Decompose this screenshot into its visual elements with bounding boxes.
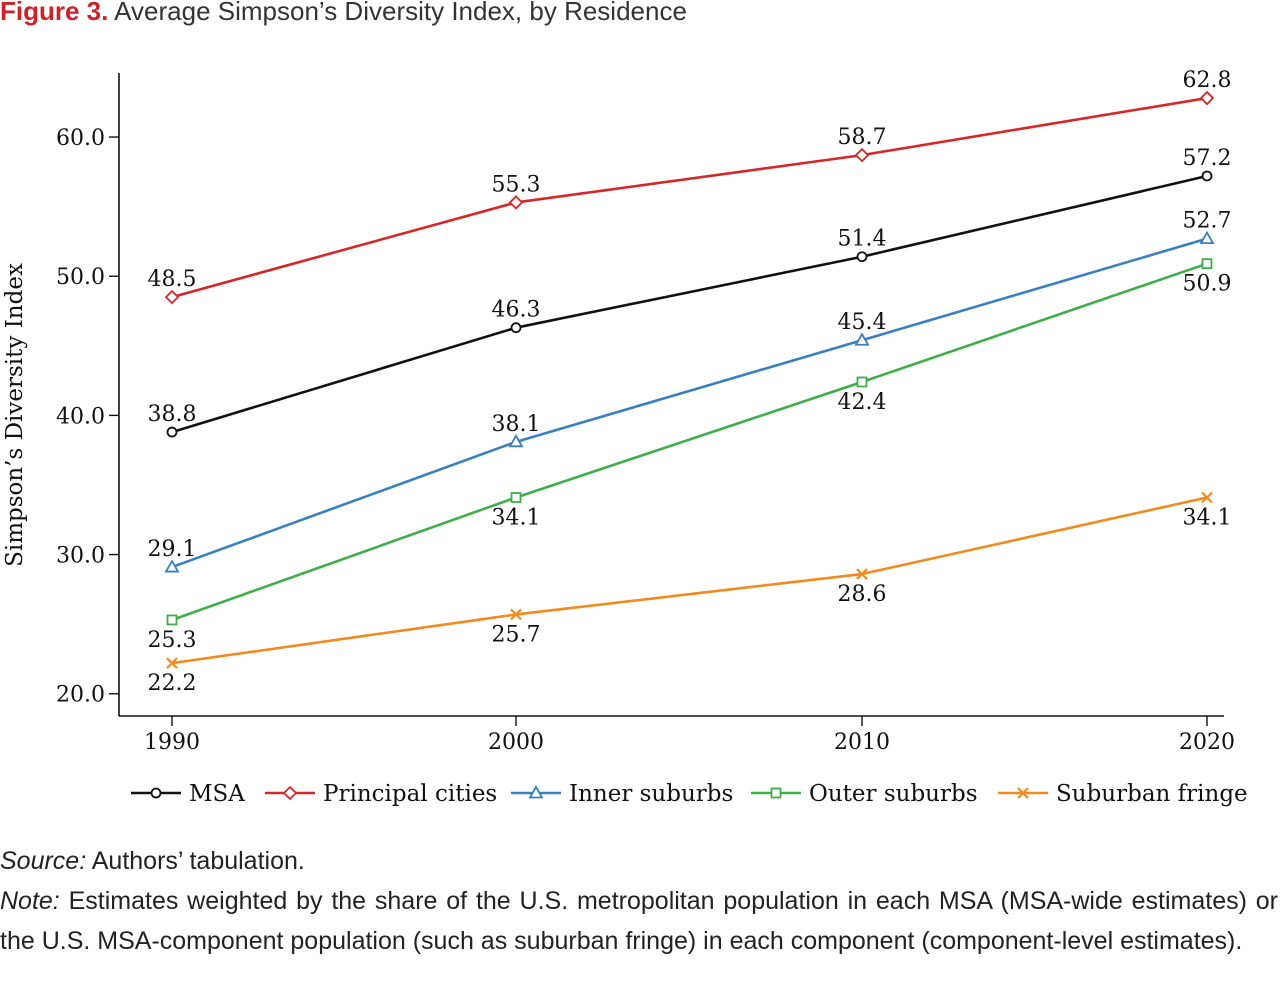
legend-label: MSA xyxy=(189,781,245,807)
chart-legend: MSA Principal cities Inner suburbs Outer su… xyxy=(131,781,1248,807)
legend-swatch-marker xyxy=(150,787,162,799)
data-point-principal-cities xyxy=(854,147,870,163)
y-tick-label: 40.0 xyxy=(56,404,105,429)
data-point-outer-suburbs xyxy=(166,614,178,626)
data-point-suburban-fringe-stroke xyxy=(166,657,178,669)
data-point-msa xyxy=(1201,170,1213,182)
data-point-inner-suburbs xyxy=(854,332,870,346)
data-point-outer-suburbs xyxy=(856,376,868,388)
legend-item-suburban-fringe: Suburban fringe xyxy=(998,781,1248,807)
line-chart: 20.0 30.0 40.0 50.0 60.0 1990 2000 2010 2020 Simp… xyxy=(2,68,1248,807)
legend-label: Outer suburbs xyxy=(809,781,978,807)
series-principal-cities: 48.5 55.3 58.7 62.8 xyxy=(148,68,1232,305)
data-label-suburban-fringe: 34.1 xyxy=(1183,505,1232,530)
data-label-inner-suburbs: 45.4 xyxy=(838,310,887,335)
x-tick-label: 2010 xyxy=(834,730,890,755)
figure-title: Figure 3. Average Simpson’s Diversity In… xyxy=(0,0,687,27)
data-label-suburban-fringe: 22.2 xyxy=(148,671,197,696)
series-line-inner-suburbs xyxy=(171,237,1208,569)
data-label-outer-suburbs: 25.3 xyxy=(148,628,197,653)
series-line-suburban-fringe xyxy=(171,496,1208,665)
data-label-msa: 46.3 xyxy=(492,298,541,323)
data-point-msa xyxy=(856,251,868,263)
data-label-inner-suburbs: 38.1 xyxy=(492,412,541,437)
data-label-inner-suburbs: 52.7 xyxy=(1183,209,1232,234)
data-label-msa: 51.4 xyxy=(838,227,887,252)
source-text: Authors’ tabulation. xyxy=(86,847,305,875)
legend-label: Principal cities xyxy=(323,781,497,807)
x-tick-label: 2000 xyxy=(488,730,544,755)
y-tick-label: 30.0 xyxy=(56,544,105,569)
data-label-principal-cities: 48.5 xyxy=(148,267,197,292)
legend-label: Inner suburbs xyxy=(569,781,733,807)
series-line-outer-suburbs xyxy=(171,262,1208,622)
legend-label: Suburban fringe xyxy=(1056,781,1248,807)
note-text: Estimates weighted by the share of the U… xyxy=(0,887,1278,955)
figure-label: Figure 3. xyxy=(0,0,109,26)
data-point-outer-suburbs xyxy=(1201,258,1213,270)
series-line-msa xyxy=(171,174,1208,434)
data-label-outer-suburbs: 34.1 xyxy=(492,505,541,530)
y-tick-label: 60.0 xyxy=(56,126,105,151)
data-label-principal-cities: 58.7 xyxy=(838,125,887,150)
x-tick-label: 2020 xyxy=(1179,730,1235,755)
data-point-suburban-fringe xyxy=(856,568,868,580)
legend-swatch-marker-stroke xyxy=(1017,787,1029,799)
legend-item-msa: MSA xyxy=(131,781,245,807)
y-axis-label: Simpson’s Diversity Index xyxy=(2,263,28,567)
data-label-outer-suburbs: 50.9 xyxy=(1183,272,1232,297)
data-label-msa: 38.8 xyxy=(148,402,197,427)
series-line-principal-cities xyxy=(171,96,1208,299)
series-msa: 38.8 46.3 51.4 57.2 xyxy=(148,146,1232,438)
figure-title-text: Average Simpson’s Diversity Index, by Re… xyxy=(114,0,687,26)
legend-item-outer-suburbs: Outer suburbs xyxy=(751,781,978,807)
data-point-suburban-fringe xyxy=(166,657,178,669)
series-inner-suburbs: 29.1 38.1 45.4 52.7 xyxy=(148,209,1232,573)
data-label-principal-cities: 62.8 xyxy=(1183,68,1232,93)
data-point-inner-suburbs xyxy=(164,559,180,573)
series-outer-suburbs: 25.3 34.1 42.4 50.9 xyxy=(148,258,1232,653)
data-point-suburban-fringe-stroke xyxy=(1201,491,1213,504)
data-label-principal-cities: 55.3 xyxy=(492,172,541,197)
legend-swatch-marker xyxy=(1017,787,1029,799)
source-label: Source: xyxy=(0,847,87,875)
chart-axes: 20.0 30.0 40.0 50.0 60.0 1990 2000 2010 2020 Simp… xyxy=(2,73,1235,755)
data-label-inner-suburbs: 29.1 xyxy=(148,537,197,562)
legend-item-inner-suburbs: Inner suburbs xyxy=(511,781,733,807)
y-tick-label: 50.0 xyxy=(56,265,105,290)
data-label-suburban-fringe: 25.7 xyxy=(492,622,541,647)
data-point-suburban-fringe-stroke xyxy=(856,568,868,580)
data-point-suburban-fringe-stroke xyxy=(510,608,522,621)
data-point-inner-suburbs xyxy=(508,434,524,448)
data-point-inner-suburbs xyxy=(1199,230,1215,245)
data-label-msa: 57.2 xyxy=(1183,146,1232,171)
legend-item-principal-cities: Principal cities xyxy=(265,781,497,807)
y-tick-label: 20.0 xyxy=(56,683,105,708)
note-label: Note: xyxy=(0,887,60,915)
legend-swatch-marker xyxy=(282,785,298,801)
data-point-suburban-fringe xyxy=(1201,491,1213,504)
data-point-principal-cities xyxy=(508,195,524,210)
series-suburban-fringe: 22.2 25.7 28.6 34.1 xyxy=(148,491,1232,696)
chart-series: 38.8 46.3 51.4 57.2 48.5 55.3 58.7 62.8 29.1 38.1… xyxy=(148,68,1232,696)
legend-swatch-marker xyxy=(770,787,782,799)
data-point-suburban-fringe xyxy=(510,608,522,621)
data-label-outer-suburbs: 42.4 xyxy=(838,390,887,415)
data-point-msa xyxy=(510,322,522,334)
legend-swatch-marker xyxy=(528,785,544,799)
figure-footer: Source: Authors’ tabulation. Note: Estim… xyxy=(0,841,1278,961)
data-label-suburban-fringe: 28.6 xyxy=(838,582,887,607)
data-point-outer-suburbs xyxy=(510,492,522,503)
data-point-msa xyxy=(166,426,178,438)
note-paragraph: Note: Estimates weighted by the share of… xyxy=(0,881,1278,961)
source-line: Source: Authors’ tabulation. xyxy=(0,841,1278,881)
data-point-principal-cities xyxy=(1199,90,1215,106)
data-point-principal-cities xyxy=(164,289,180,305)
x-tick-label: 1990 xyxy=(144,730,200,755)
